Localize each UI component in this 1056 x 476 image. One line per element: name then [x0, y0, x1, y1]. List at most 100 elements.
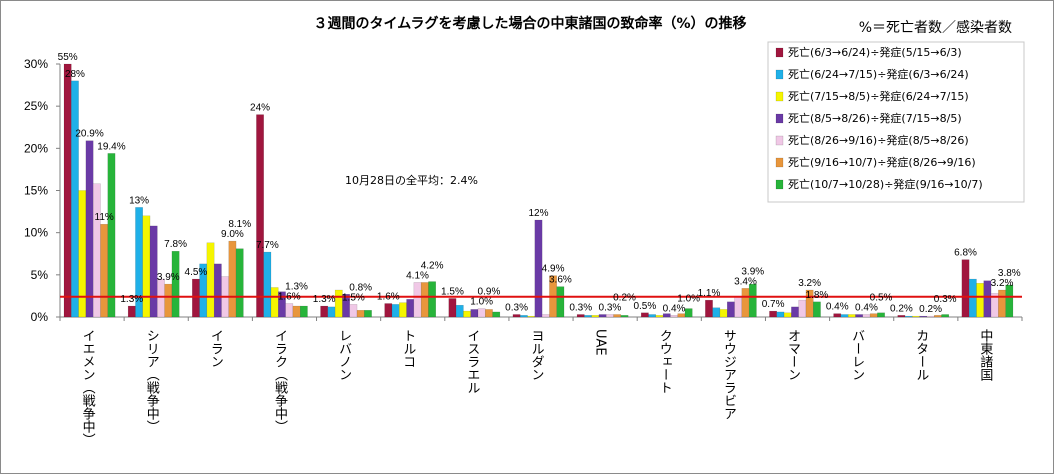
bar [840, 314, 849, 318]
category-label: UAE [593, 329, 608, 356]
bar [613, 314, 622, 318]
bar [455, 304, 464, 318]
legend-swatch [775, 179, 784, 190]
bar [492, 311, 501, 318]
bar [791, 306, 799, 318]
data-label: 1.3% [285, 282, 308, 293]
data-label: 0.7% [762, 299, 785, 310]
bar [855, 314, 864, 318]
bar [641, 312, 649, 318]
data-label: 24% [250, 103, 270, 114]
category-label: カタール [913, 329, 928, 381]
bar [662, 313, 671, 318]
bar [998, 289, 1006, 318]
legend-swatch [775, 69, 784, 80]
bar [391, 304, 400, 318]
bar [541, 314, 550, 318]
bar [127, 305, 136, 318]
bar [428, 281, 436, 318]
data-label: 1.5% [342, 292, 365, 303]
bar [897, 315, 906, 318]
bar [727, 301, 735, 318]
bar [157, 278, 165, 318]
bar [783, 312, 792, 318]
bar [235, 248, 244, 318]
bar [584, 315, 592, 318]
chart-title: ３週間のタイムラグを考慮した場合の中東諸国の致命率（%）の推移 [313, 15, 746, 32]
bar [598, 314, 607, 318]
data-label: 19.4% [97, 141, 125, 152]
data-label: 0.4% [663, 303, 686, 314]
bar [520, 315, 528, 318]
data-label: 0.4% [855, 302, 878, 313]
data-label: 3.4% [734, 276, 757, 287]
bar [684, 308, 693, 318]
data-label: 11% [95, 212, 114, 223]
data-label: 0.4% [826, 302, 849, 313]
bar [228, 240, 237, 318]
bar [448, 298, 457, 318]
bar [877, 312, 885, 318]
average-annotation: 10月28日の全平均：2.4% [345, 173, 478, 187]
data-label: 0.5% [633, 301, 656, 312]
data-label: 7.7% [256, 240, 279, 251]
data-label: 1.1% [698, 288, 721, 299]
legend-entry: 死亡(8/26→9/16)÷発症(8/5→8/26) [788, 133, 969, 147]
bar [919, 315, 928, 318]
bar [278, 291, 286, 318]
legend-swatch [775, 113, 784, 124]
category-label: レバノン [336, 329, 352, 381]
bar [534, 219, 543, 318]
bar [712, 307, 721, 318]
category-label: イラン [208, 329, 223, 368]
bar [327, 306, 336, 318]
bar [869, 313, 878, 318]
bar [833, 313, 842, 318]
category-label: シリア（戦争中） [144, 329, 160, 433]
bar [71, 80, 79, 318]
bar [968, 278, 977, 318]
category-label: オマーン [785, 329, 800, 381]
data-label: 1.3% [313, 294, 336, 305]
data-label: 3.9% [157, 272, 180, 283]
y-tick-label: 25% [24, 99, 48, 113]
bar [192, 278, 200, 318]
bar [748, 283, 757, 318]
bar [734, 296, 743, 318]
bar [213, 263, 222, 318]
bar [171, 251, 180, 318]
bar [85, 140, 94, 318]
bar [961, 259, 970, 318]
bar [576, 314, 585, 318]
bar [769, 310, 777, 318]
category-label: トルコ [400, 329, 415, 368]
data-label: 1.6% [278, 292, 301, 303]
bar [285, 303, 294, 318]
category-label: バーレン [849, 329, 865, 381]
bar [848, 314, 856, 318]
bar [705, 299, 713, 318]
bar [292, 305, 301, 318]
data-label: 20.9% [75, 129, 103, 140]
bar [862, 314, 871, 318]
bar [512, 314, 521, 318]
data-label: 0.9% [478, 287, 501, 298]
bar [107, 153, 116, 318]
bar [926, 315, 935, 318]
legend-swatch [775, 135, 784, 146]
data-label: 3.6% [549, 275, 572, 286]
bar [798, 299, 807, 318]
bar [63, 63, 72, 318]
category-label: サウジアラビア [721, 329, 736, 420]
bar [320, 305, 329, 318]
data-label: 0.2% [890, 303, 913, 314]
data-label: 4.9% [542, 264, 565, 275]
bar [364, 310, 372, 318]
category-label: クウェート [657, 329, 672, 394]
data-label: 0.2% [919, 304, 942, 315]
bar [719, 309, 728, 318]
legend-entry: 死亡(8/5→8/26)÷発症(7/15→8/5) [788, 111, 962, 125]
bar [349, 304, 358, 318]
bar [477, 308, 486, 318]
